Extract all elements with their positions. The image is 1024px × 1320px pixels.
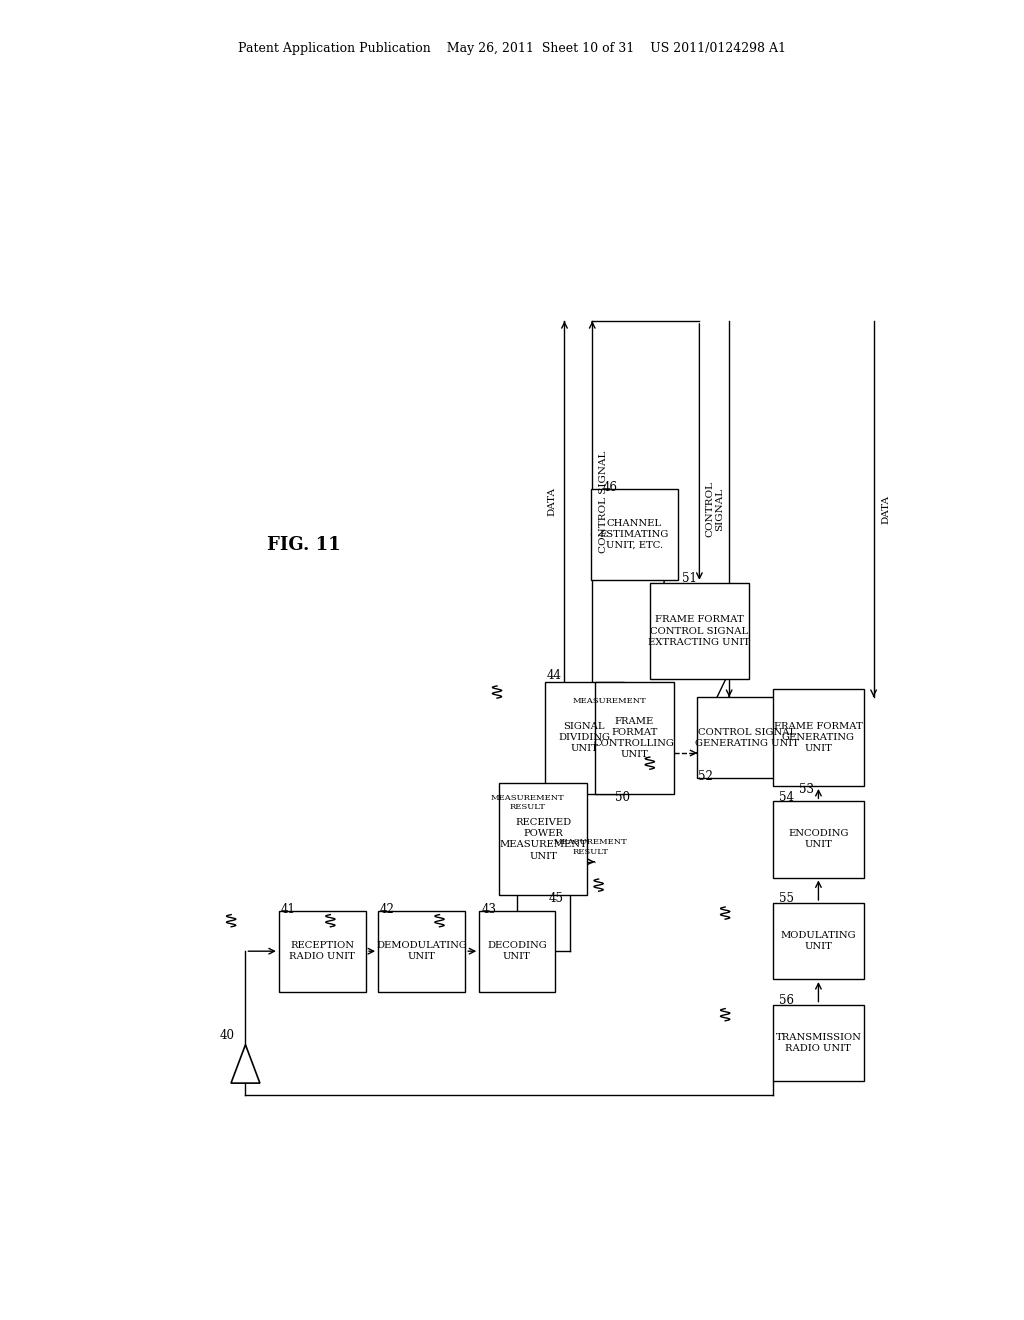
Text: RECEPTION
RADIO UNIT: RECEPTION RADIO UNIT bbox=[290, 941, 355, 961]
Text: DATA: DATA bbox=[882, 495, 891, 524]
Text: 40: 40 bbox=[220, 1028, 236, 1041]
Text: 56: 56 bbox=[778, 994, 794, 1007]
Bar bbox=[773, 1005, 864, 1081]
Text: ENCODING
UNIT: ENCODING UNIT bbox=[788, 829, 849, 850]
Text: MODULATING
UNIT: MODULATING UNIT bbox=[780, 931, 856, 952]
Text: 53: 53 bbox=[799, 783, 814, 796]
Text: 42: 42 bbox=[380, 903, 394, 916]
Text: MEASUREMENT
RESULT: MEASUREMENT RESULT bbox=[554, 838, 628, 855]
Bar bbox=[773, 903, 864, 979]
Bar bbox=[773, 801, 864, 878]
Text: 46: 46 bbox=[602, 480, 617, 494]
Text: DEMODULATING
UNIT: DEMODULATING UNIT bbox=[376, 941, 467, 961]
Text: RECEIVED
POWER
MEASUREMENT
UNIT: RECEIVED POWER MEASUREMENT UNIT bbox=[499, 818, 587, 861]
Bar bbox=[773, 689, 864, 785]
Bar bbox=[545, 682, 624, 793]
Text: CONTROL
SIGNAL: CONTROL SIGNAL bbox=[706, 480, 725, 537]
Text: 45: 45 bbox=[549, 892, 563, 906]
Text: 52: 52 bbox=[697, 771, 713, 784]
Text: 55: 55 bbox=[778, 892, 794, 906]
Text: DATA: DATA bbox=[547, 487, 556, 516]
Text: Patent Application Publication    May 26, 2011  Sheet 10 of 31    US 2011/012429: Patent Application Publication May 26, 2… bbox=[238, 42, 786, 55]
Text: SIGNAL
DIVIDING
UNIT: SIGNAL DIVIDING UNIT bbox=[558, 722, 610, 754]
Text: FRAME
FORMAT
CONTROLLING
UNIT: FRAME FORMAT CONTROLLING UNIT bbox=[594, 717, 675, 759]
Text: DECODING
UNIT: DECODING UNIT bbox=[487, 941, 547, 961]
Text: 43: 43 bbox=[481, 903, 497, 916]
Bar bbox=[595, 682, 674, 793]
Text: CONTROL SIGNAL
GENERATING UNIT: CONTROL SIGNAL GENERATING UNIT bbox=[695, 727, 799, 748]
Text: CHANNEL
ESTIMATING
UNIT, ETC.: CHANNEL ESTIMATING UNIT, ETC. bbox=[600, 519, 669, 550]
Text: 41: 41 bbox=[281, 903, 295, 916]
Text: 50: 50 bbox=[615, 791, 630, 804]
Bar bbox=[650, 582, 749, 680]
Text: FRAME FORMAT
CONTROL SIGNAL
EXTRACTING UNIT: FRAME FORMAT CONTROL SIGNAL EXTRACTING U… bbox=[648, 615, 751, 647]
Bar bbox=[378, 911, 465, 991]
Bar bbox=[479, 911, 555, 991]
Text: TRANSMISSION
RADIO UNIT: TRANSMISSION RADIO UNIT bbox=[775, 1032, 861, 1053]
Text: 54: 54 bbox=[778, 791, 794, 804]
Text: MEASUREMENT
RESULT: MEASUREMENT RESULT bbox=[490, 793, 564, 810]
Bar bbox=[500, 784, 587, 895]
Text: FRAME FORMAT
GENERATING
UNIT: FRAME FORMAT GENERATING UNIT bbox=[774, 722, 863, 754]
Text: 51: 51 bbox=[682, 573, 696, 585]
Text: CONTROL SIGNAL: CONTROL SIGNAL bbox=[599, 450, 608, 553]
Bar bbox=[591, 488, 678, 581]
Text: 44: 44 bbox=[546, 669, 561, 682]
Bar bbox=[279, 911, 367, 991]
Bar bbox=[697, 697, 797, 779]
Text: MEASUREMENT: MEASUREMENT bbox=[572, 697, 646, 705]
Text: FIG. 11: FIG. 11 bbox=[267, 536, 341, 553]
